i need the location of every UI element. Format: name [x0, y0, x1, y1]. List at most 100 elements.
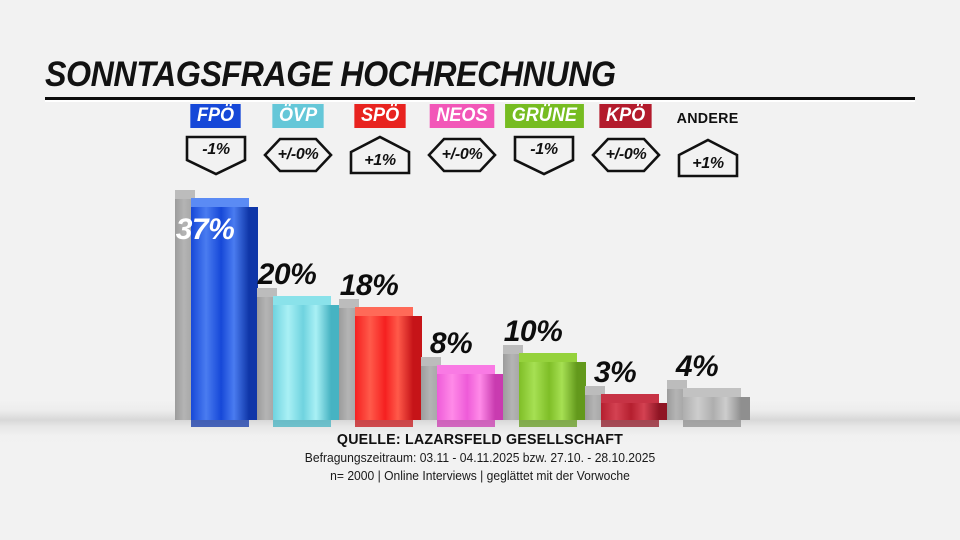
change-same-icon — [427, 134, 497, 176]
change-value-kpoe: +/-0% — [605, 146, 647, 163]
bar-value-oevp: 20% — [257, 258, 317, 291]
bar-front-face-oevp — [273, 305, 331, 420]
change-value-oevp: +/-0% — [277, 146, 319, 163]
bar-front-face-neos — [437, 374, 495, 420]
change-same-icon — [263, 134, 333, 176]
bar-side-face-fpoe — [249, 207, 258, 420]
party-column-spoe: SPÖ +1% — [339, 104, 421, 176]
party-label-spoe: SPÖ — [354, 104, 406, 128]
bar-backing-neos — [421, 366, 441, 420]
party-column-andere: ANDERE +1% — [667, 104, 749, 179]
bar-backing-andere — [667, 389, 687, 420]
bar-top-face-fpoe — [191, 198, 249, 207]
bar-backing-top-kpoe — [585, 386, 605, 395]
bar-base-face-gruene — [519, 420, 577, 427]
bar-top-face-spoe — [355, 307, 413, 316]
bar-andere — [683, 388, 750, 427]
footer-survey-period: Befragungszeitraum: 03.11 - 04.11.2025 b… — [304, 450, 656, 465]
party-label-gruene: GRÜNE — [505, 104, 584, 128]
party-column-kpoe: KPÖ +/-0% — [585, 104, 667, 176]
bar-group-fpoe: 37% — [175, 167, 259, 427]
change-value-spoe: +1% — [364, 152, 396, 169]
party-column-gruene: GRÜNE -1% — [503, 104, 585, 176]
bar-side-face-gruene — [577, 362, 586, 420]
change-badge-oevp: +/-0% — [263, 134, 333, 176]
change-value-neos: +/-0% — [441, 146, 483, 163]
change-badge-andere: +1% — [673, 137, 743, 179]
bar-base-face-spoe — [355, 420, 413, 427]
bar-top-face-oevp — [273, 296, 331, 305]
bar-oevp — [273, 296, 340, 427]
bar-backing-oevp — [257, 297, 277, 420]
bar-group-kpoe: 3% — [585, 356, 669, 427]
party-label-neos: NEOS — [429, 104, 495, 128]
bar-top-face-andere — [683, 388, 741, 397]
change-down-icon — [509, 134, 579, 176]
bar-backing-fpoe — [175, 199, 195, 420]
bar-backing-spoe — [339, 308, 359, 420]
bar-side-face-spoe — [413, 316, 422, 420]
bar-top-face-neos — [437, 365, 495, 374]
bar-gruene — [519, 353, 586, 427]
bar-value-kpoe: 3% — [593, 356, 637, 389]
bar-fpoe — [191, 198, 258, 427]
change-up-icon — [673, 137, 743, 179]
bar-front-face-spoe — [355, 316, 413, 420]
bar-side-face-kpoe — [659, 403, 668, 420]
bar-backing-top-andere — [667, 380, 687, 389]
change-same-icon — [591, 134, 661, 176]
bar-base-face-neos — [437, 420, 495, 427]
bar-group-spoe: 18% — [339, 269, 423, 427]
bar-base-face-fpoe — [191, 420, 249, 427]
bar-front-face-kpoe — [601, 403, 659, 420]
bar-front-face-andere — [683, 397, 741, 420]
change-value-fpoe: -1% — [202, 141, 230, 158]
party-label-andere: ANDERE — [677, 110, 739, 127]
footer: QUELLE: LAZARSFELD GESELLSCHAFT Befragun… — [0, 430, 960, 485]
bar-backing-top-neos — [421, 357, 441, 366]
party-column-oevp: ÖVP +/-0% — [257, 104, 339, 176]
bar-side-face-andere — [741, 397, 750, 420]
bar-spoe — [355, 307, 422, 427]
bar-backing-kpoe — [585, 395, 605, 420]
footer-methodology: n= 2000 | Online Interviews | geglättet … — [330, 468, 630, 483]
bar-group-neos: 8% — [421, 327, 505, 427]
title-block: SONNTAGSFRAGE HOCHRECHNUNG — [45, 55, 915, 100]
bar-group-andere: 4% — [667, 350, 751, 427]
change-badge-fpoe: -1% — [181, 134, 251, 176]
bar-backing-gruene — [503, 354, 523, 420]
change-down-icon — [181, 134, 251, 176]
change-badge-kpoe: +/-0% — [591, 134, 661, 176]
party-label-fpoe: FPÖ — [190, 104, 242, 128]
bar-side-face-oevp — [331, 305, 340, 420]
change-up-icon — [345, 134, 415, 176]
bar-front-face-gruene — [519, 362, 577, 420]
bar-value-neos: 8% — [429, 327, 473, 360]
change-badge-gruene: -1% — [509, 134, 579, 176]
bar-top-face-kpoe — [601, 394, 659, 403]
party-label-kpoe: KPÖ — [599, 104, 653, 128]
footer-source: QUELLE: LAZARSFELD GESELLSCHAFT — [336, 431, 624, 448]
bar-value-gruene: 10% — [503, 315, 563, 348]
bar-neos — [437, 365, 504, 427]
bar-backing-top-gruene — [503, 345, 523, 354]
bar-base-face-kpoe — [601, 420, 659, 427]
bar-kpoe — [601, 394, 668, 427]
bar-side-face-neos — [495, 374, 504, 420]
bar-value-spoe: 18% — [339, 269, 399, 302]
bar-group-oevp: 20% — [257, 258, 341, 427]
bar-value-fpoe: 37% — [175, 213, 235, 246]
page-title: SONNTAGSFRAGE HOCHRECHNUNG — [45, 55, 616, 94]
party-column-fpoe: FPÖ -1% — [175, 104, 257, 176]
bar-backing-top-oevp — [257, 288, 277, 297]
bar-base-face-oevp — [273, 420, 331, 427]
party-column-neos: NEOS +/-0% — [421, 104, 503, 176]
change-value-gruene: -1% — [530, 141, 558, 158]
bar-base-face-andere — [683, 420, 741, 427]
bar-value-andere: 4% — [675, 350, 719, 383]
bar-backing-top-fpoe — [175, 190, 195, 199]
change-value-andere: +1% — [692, 155, 724, 172]
bar-top-face-gruene — [519, 353, 577, 362]
